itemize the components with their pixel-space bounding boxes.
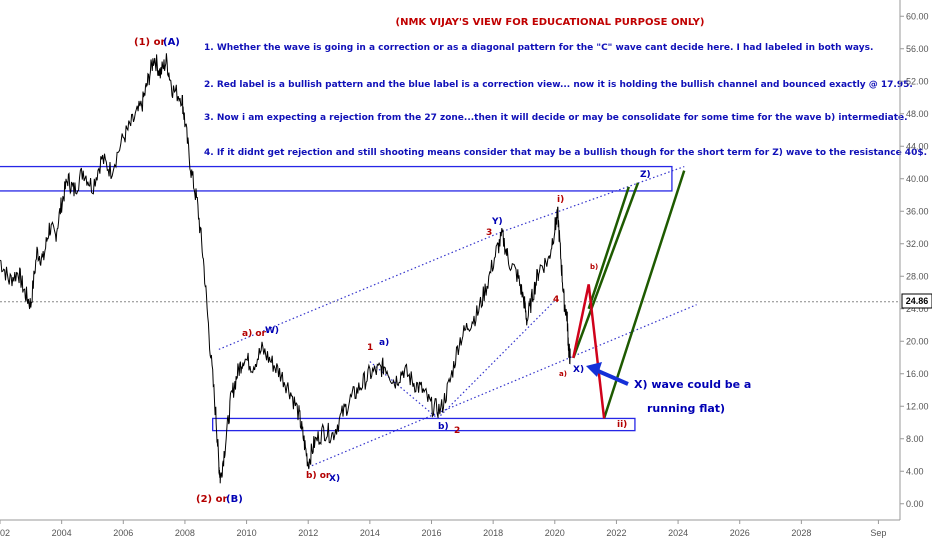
y-tick-label: 0.00 [906, 499, 924, 509]
x-tick-label: 2006 [113, 528, 133, 538]
y-tick-label: 28.00 [906, 271, 929, 281]
wave-label-b-blue: b) [438, 422, 449, 432]
x-tick-label: 2020 [545, 528, 565, 538]
x-tick-label: 2018 [483, 528, 503, 538]
wave-label-a-blue: a) [379, 338, 389, 348]
wave-label-Y: Y) [491, 217, 503, 227]
x-axis: 2002 2004 2006 2008 2010 2012 2014 2016 2018 2020… [0, 520, 886, 538]
x-tick-label: 2026 [730, 528, 750, 538]
y-tick-label: 8.00 [906, 434, 924, 444]
note-4: 4. If it didnt get rejection and still s… [204, 148, 927, 158]
y-tick-label: 52.00 [906, 76, 929, 86]
note-3: 3. Now i am expecting a rejection from t… [204, 113, 908, 123]
x-tick-label: 2008 [175, 528, 195, 538]
y-tick-label: 20.00 [906, 336, 929, 346]
y-tick-label: 4.00 [906, 466, 924, 476]
y-tick-label: 56.00 [906, 44, 929, 54]
x-tick-label: 2024 [668, 528, 688, 538]
wave-label-three: 3 [486, 228, 492, 238]
bull-path-2 [602, 170, 686, 419]
wave-label-one: 1 [367, 343, 373, 353]
y-tick-label: 44.00 [906, 141, 929, 151]
wave-label-i: i) [557, 195, 564, 205]
annotation-xwave-line1: X) wave could be a [634, 378, 751, 391]
bear-path [572, 284, 606, 419]
channel-line [502, 165, 685, 233]
y-tick-label: 36.00 [906, 206, 929, 216]
note-1: 1. Whether the wave is going in a correc… [204, 43, 873, 53]
y-tick-label: 24.00 [906, 304, 929, 314]
wave-label-W: W) [265, 326, 279, 336]
x-tick-label: 2004 [52, 528, 72, 538]
x-tick-label: 2014 [360, 528, 380, 538]
arrow-icon [586, 362, 629, 386]
wave-label-four: 4 [553, 295, 559, 305]
y-tick-label: 40.00 [906, 174, 929, 184]
wave-label-ii: ii) [617, 420, 627, 430]
wave-label-X: X) [573, 365, 584, 375]
y-tick-label: 60.00 [906, 11, 929, 21]
projection-paths [572, 170, 686, 419]
x-tick-label: 2002 [0, 528, 10, 538]
chart-title: (NMK VIJAY'S VIEW FOR EDUCATIONAL PURPOS… [396, 17, 705, 28]
x-tick-label: 2010 [237, 528, 257, 538]
zone-box [0, 165, 673, 192]
bull-path-3 [587, 186, 630, 310]
last-price-label: 24.86 [906, 296, 929, 306]
wave-label-b-red: b) [590, 263, 598, 271]
zones [0, 165, 673, 432]
bull-path-1 [572, 182, 640, 359]
wave-label-a-red: a) [559, 370, 567, 378]
channel-line [369, 361, 439, 419]
y-tick-label: 32.00 [906, 239, 929, 249]
y-axis: 60.00 56.00 52.00 48.00 44.00 40.00 36.00 32.00… [900, 11, 929, 509]
wave-label-two: 2 [454, 426, 460, 436]
wave-label-A: (A) [163, 37, 180, 48]
wave-label-a-or: a) or [242, 329, 267, 339]
y-tick-label: 12.00 [906, 401, 929, 411]
x-tick-label: Sep [870, 528, 886, 538]
x-tick-label: 2016 [421, 528, 441, 538]
annotation-xwave-line2: running flat) [647, 402, 725, 415]
y-tick-label: 48.00 [906, 109, 929, 119]
last-price-badge: 24.86 [901, 293, 932, 309]
channel-line [437, 300, 556, 419]
y-tick-label: 16.00 [906, 369, 929, 379]
wave-label-X-low: X) [329, 474, 340, 484]
wave-label-Z: Z) [640, 170, 651, 180]
x-tick-label: 2012 [298, 528, 318, 538]
note-2: 2. Red label is a bullish pattern and th… [204, 80, 913, 90]
wave-label-b-or: b) or [306, 471, 331, 481]
x-tick-label: 2028 [791, 528, 811, 538]
zone-box [212, 417, 636, 432]
channel-lines [218, 165, 697, 468]
wave-label-B: (B) [226, 494, 243, 505]
price-series-line [0, 53, 571, 484]
wave-label-1: (1) or [134, 37, 165, 48]
x-tick-label: 2022 [606, 528, 626, 538]
wave-label-2: (2) or [196, 494, 227, 505]
